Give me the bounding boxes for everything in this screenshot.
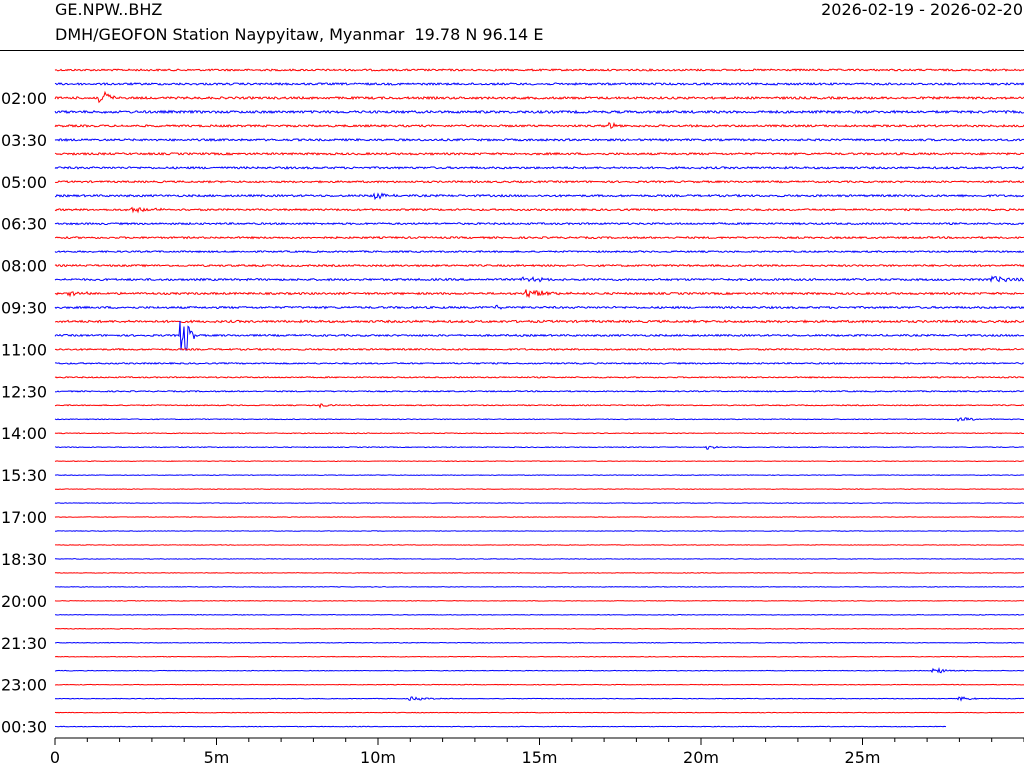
- trace-row-2030: [54, 613, 1024, 616]
- trace-row-1200: [54, 376, 1024, 379]
- trace-row-0700: [54, 235, 1024, 240]
- trace-row-1800: [54, 544, 1024, 546]
- trace-row-1700: [54, 516, 1024, 518]
- trace-row-1600: [54, 488, 1024, 490]
- x-axis: 0 5m 10m 15m 20m 25m: [50, 737, 1024, 767]
- y-tick-label: 00:30: [1, 718, 47, 737]
- y-tick-label: 21:30: [1, 634, 47, 653]
- trace-row-0730: [54, 249, 1024, 254]
- trace-row-0830: [54, 275, 1024, 283]
- header-station: GE.NPW..BHZ: [55, 0, 163, 19]
- trace-row-1400: [54, 432, 1024, 435]
- trace-row-0300: [54, 121, 1024, 129]
- header-subtitle: DMH/GEOFON Station Naypyitaw, Myanmar 19…: [55, 25, 544, 44]
- y-tick-label: 11:00: [1, 340, 47, 359]
- trace-row-1500: [54, 460, 1024, 463]
- trace-row-1300: [54, 403, 1024, 409]
- trace-row-1730: [54, 530, 1024, 532]
- traces-group: [54, 68, 1024, 728]
- trace-row-0630: [54, 221, 1024, 226]
- x-tick-label: 15m: [522, 748, 558, 767]
- trace-row-0800: [54, 263, 1024, 268]
- y-tick-label: 15:30: [1, 466, 47, 485]
- trace-row-1430: [54, 445, 1024, 450]
- trace-row-1900: [54, 572, 1024, 574]
- x-tick-label: 0: [50, 748, 60, 767]
- y-tick-label: 14:00: [1, 424, 47, 443]
- trace-row-2200: [54, 655, 1024, 658]
- trace-row-1100: [54, 347, 1024, 352]
- trace-row-1030: [54, 320, 1024, 352]
- trace-row-0230: [54, 109, 1024, 115]
- trace-row-1000: [54, 319, 1024, 324]
- trace-row-0530: [54, 192, 1024, 201]
- y-tick-label: 17:00: [1, 508, 47, 527]
- header-date-range: 2026-02-19 - 2026-02-20: [821, 0, 1023, 19]
- y-tick-label: 06:30: [1, 215, 47, 234]
- trace-row-0430: [54, 165, 1024, 170]
- x-tick-label: 25m: [845, 748, 881, 767]
- trace-row-1230: [54, 390, 1024, 393]
- trace-row-2230: [54, 666, 1024, 674]
- trace-row-0400: [54, 151, 1024, 156]
- trace-row-0330: [54, 137, 1024, 142]
- trace-row-1330: [54, 417, 1024, 422]
- y-tick-label: 09:30: [1, 298, 47, 317]
- y-axis: 02:00 03:30 05:00 06:30 08:00 09:30 11:00 12:30…: [1, 89, 47, 737]
- trace-row-0030: [54, 725, 947, 728]
- trace-row-2100: [54, 627, 1024, 630]
- trace-row-2330: [54, 696, 1024, 702]
- trace-row-1630: [54, 502, 1024, 504]
- trace-row-0130: [54, 81, 1024, 86]
- trace-row-1530: [54, 474, 1024, 476]
- trace-row-0100: [54, 68, 1024, 72]
- x-tick-label: 5m: [204, 748, 230, 767]
- trace-row-0900: [54, 289, 1024, 299]
- trace-row-0200: [54, 90, 1024, 104]
- y-tick-label: 03:30: [1, 131, 47, 150]
- y-tick-label: 23:00: [1, 676, 47, 695]
- trace-row-0600: [54, 206, 1024, 214]
- header-rule: [0, 50, 1024, 51]
- y-tick-label: 12:30: [1, 382, 47, 401]
- y-tick-label: 02:00: [1, 89, 47, 108]
- trace-row-2300: [54, 683, 1024, 686]
- trace-row-0000: [54, 711, 1024, 714]
- x-tick-label: 20m: [683, 748, 719, 767]
- y-tick-label: 18:30: [1, 550, 47, 569]
- trace-row-2000: [54, 600, 1024, 602]
- y-tick-label: 05:00: [1, 173, 47, 192]
- trace-row-1930: [54, 586, 1024, 588]
- trace-row-1830: [54, 558, 1024, 560]
- trace-row-1130: [54, 361, 1024, 365]
- trace-row-0500: [54, 179, 1024, 184]
- x-tick-label: 10m: [360, 748, 396, 767]
- y-tick-label: 20:00: [1, 592, 47, 611]
- trace-row-2130: [54, 641, 1024, 644]
- y-tick-label: 08:00: [1, 257, 47, 276]
- trace-row-0930: [54, 304, 1024, 310]
